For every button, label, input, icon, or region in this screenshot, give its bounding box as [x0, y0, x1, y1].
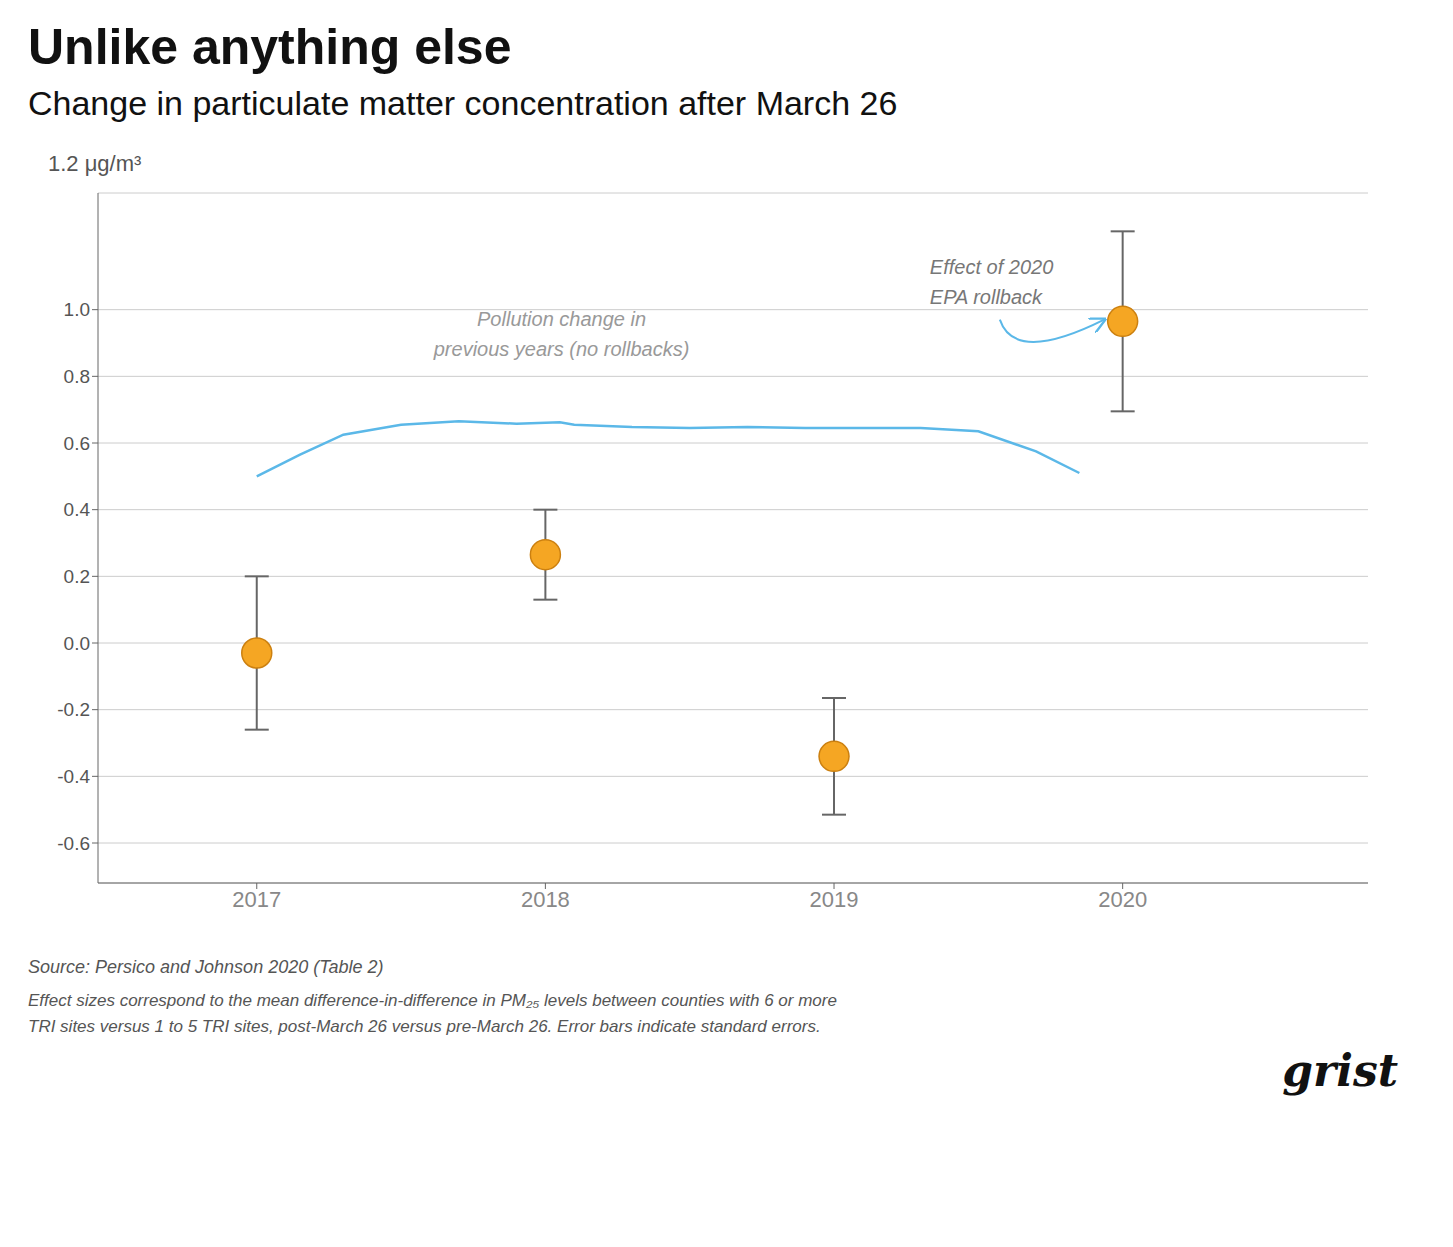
html-text:Effect of 2020 EPA rollback: Effect of 2020 EPA rollback: [929, 255, 1054, 308]
svg-text:-0.4: -0.4: [57, 766, 90, 787]
svg-text:2018: 2018: [521, 887, 570, 912]
html-text:1.2 μg/m³: 1.2 μg/m³: [48, 151, 142, 176]
html-text:Effect sizes correspond to the: Effect sizes correspond to the mean diff…: [28, 991, 837, 1037]
html-text:Unlike anything else: Unlike anything else: [28, 19, 512, 75]
html-text:grist: grist: [1282, 1044, 1398, 1096]
svg-text:0.8: 0.8: [64, 366, 90, 387]
html-text:Source: Persico and Johnson 20: Source: Persico and Johnson 2020 (Table …: [28, 957, 384, 977]
svg-text:-0.6: -0.6: [57, 833, 90, 854]
svg-text:0.2: 0.2: [64, 566, 90, 587]
svg-text:0.4: 0.4: [64, 499, 91, 520]
svg-text:2017: 2017: [232, 887, 281, 912]
svg-text:0.6: 0.6: [64, 433, 90, 454]
html-text:Pollution change in previous y: Pollution change in previous years (no r…: [433, 308, 690, 361]
html-text:Change in particulate matter c: Change in particulate matter concentrati…: [28, 84, 898, 122]
svg-text:1.0: 1.0: [64, 299, 90, 320]
svg-text:2019: 2019: [810, 887, 859, 912]
svg-text:2020: 2020: [1098, 887, 1147, 912]
svg-text:-0.2: -0.2: [57, 699, 90, 720]
svg-text:0.0: 0.0: [64, 633, 90, 654]
